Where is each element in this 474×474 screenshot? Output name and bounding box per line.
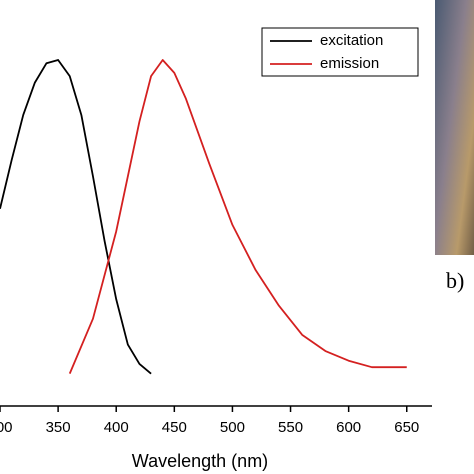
x-tick-label: 450 — [162, 419, 187, 436]
x-tick-label: 300 — [0, 419, 13, 436]
x-tick-label: 600 — [336, 419, 361, 436]
line — [0, 59, 152, 375]
legend-label: emission — [320, 55, 379, 72]
panel-label-box — [435, 255, 474, 300]
line — [68, 59, 407, 375]
x-axis-title: Wavelength (nm) — [132, 451, 268, 471]
x-tick-label: 650 — [394, 419, 419, 436]
x-tick-label: 350 — [46, 419, 71, 436]
photo — [435, 0, 474, 300]
panel-label: b) — [446, 268, 464, 293]
x-tick-label: 500 — [220, 419, 245, 436]
x-tick-label: 400 — [104, 419, 129, 436]
legend — [261, 27, 419, 77]
legend-label: excitation — [320, 32, 383, 49]
x-tick-label: 550 — [278, 419, 303, 436]
